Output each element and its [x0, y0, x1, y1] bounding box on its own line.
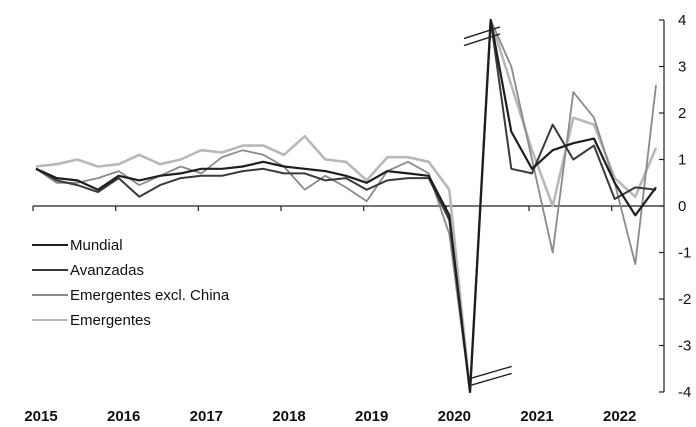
- series-line-3: [35, 19, 657, 393]
- y-tick-label: 3: [678, 59, 686, 76]
- axis-break-mark: [463, 26, 501, 40]
- series-line-1: [35, 18, 657, 394]
- y-tick-label: 2: [678, 105, 686, 122]
- y-tick-label: 4: [678, 12, 686, 29]
- y-tick-label: -4: [678, 384, 691, 401]
- axis-break-mark: [471, 372, 512, 386]
- series-line-2: [35, 19, 657, 393]
- y-tick-label: -1: [678, 245, 691, 262]
- x-tick-label: 2019: [355, 408, 388, 425]
- axis-break-mark: [471, 365, 512, 379]
- legend-label: Emergentes excl. China: [70, 287, 230, 304]
- x-tick-label: 2015: [24, 408, 57, 425]
- axis-break-mark: [463, 33, 501, 47]
- x-tick-label: 2016: [107, 408, 140, 425]
- legend: Mundial Avanzadas Emergentes excl. China Em…: [32, 237, 230, 329]
- y-tick-label: 1: [678, 152, 686, 169]
- legend-label: Avanzadas: [70, 262, 144, 279]
- axes: 4 3 2 1 0 -1 -2 -3 -4 2015 2016 2017 2018 2019 2020 202…: [24, 12, 691, 425]
- axis-break-marks: [463, 26, 512, 386]
- series-line-4: [35, 18, 658, 394]
- series-lines: [35, 18, 658, 394]
- y-tick-label: 0: [678, 198, 686, 215]
- legend-label: Mundial: [70, 237, 123, 254]
- x-tick-label: 2017: [190, 408, 223, 425]
- x-tick-label: 2020: [438, 408, 471, 425]
- legend-label: Emergentes: [70, 312, 151, 329]
- x-tick-label: 2021: [520, 408, 553, 425]
- x-tick-label: 2022: [603, 408, 636, 425]
- y-tick-label: -2: [678, 291, 691, 308]
- x-tick-label: 2018: [272, 408, 305, 425]
- y-tick-label: -3: [678, 338, 691, 355]
